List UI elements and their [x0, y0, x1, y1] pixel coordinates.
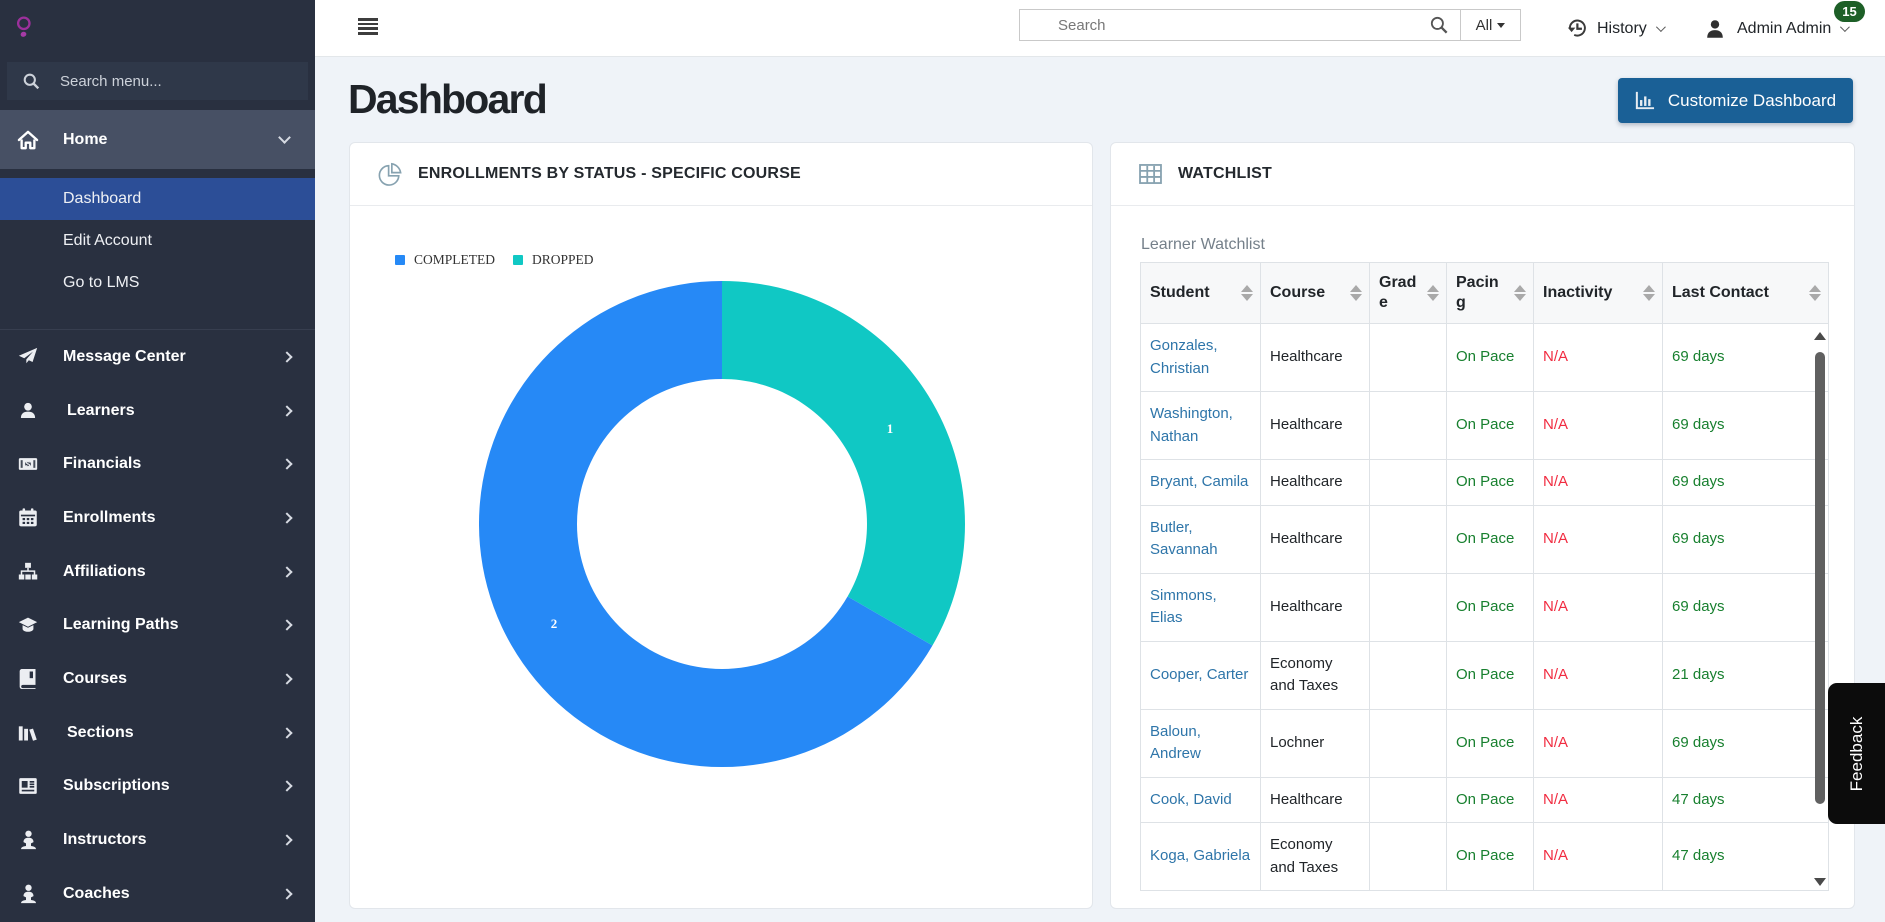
- svg-text:$: $: [26, 460, 31, 469]
- svg-text:1: 1: [887, 421, 894, 436]
- svg-text:2: 2: [551, 616, 558, 631]
